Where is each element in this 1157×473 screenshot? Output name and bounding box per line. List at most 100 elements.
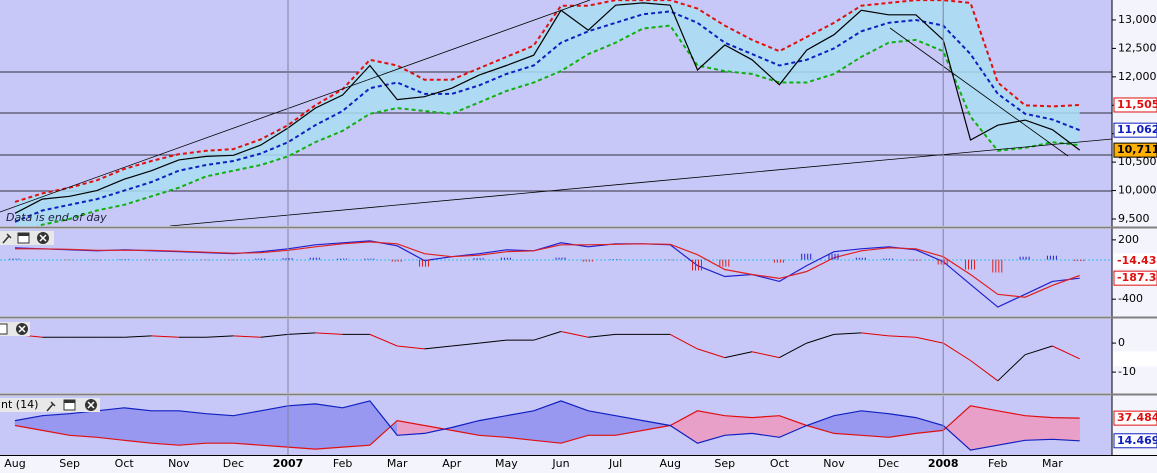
line-segment xyxy=(124,335,152,338)
x-tick-label: Aug xyxy=(659,457,680,470)
wrench-icon[interactable] xyxy=(2,233,12,244)
x-tick-label: May xyxy=(495,457,518,470)
fill-between xyxy=(233,410,261,446)
value-label-box xyxy=(1113,97,1157,113)
line-segment xyxy=(369,333,398,347)
y-tick-label: 0 xyxy=(1118,336,1125,349)
line-segment xyxy=(451,342,480,347)
value-label: -187.31 xyxy=(1117,271,1157,284)
close-x xyxy=(87,401,95,409)
annotation: Data is end of day xyxy=(6,211,107,224)
line-segment xyxy=(970,360,999,382)
y-tick-label: 9,500 xyxy=(1118,212,1150,225)
line-segment xyxy=(806,333,835,344)
trendline xyxy=(169,138,1112,226)
fill-between xyxy=(861,410,889,438)
close-x xyxy=(39,234,47,242)
line-series xyxy=(14,2,1081,214)
value-label-box xyxy=(1113,122,1157,138)
line-series xyxy=(14,10,1081,223)
trendlines xyxy=(0,0,1112,226)
x-tick-label: Nov xyxy=(168,457,190,470)
y-tick-label: 200 xyxy=(1118,233,1139,246)
line-segment xyxy=(669,333,698,350)
y-tick-label: 10,000 xyxy=(1118,184,1157,197)
y-tick-label: 12,000 xyxy=(1118,70,1157,83)
value-label: -5.4191 xyxy=(1117,352,1157,365)
toolbar: nt (14) xyxy=(0,231,100,412)
y-tick-label: 12,500 xyxy=(1118,41,1157,54)
line-series xyxy=(15,241,1080,298)
value-label-box xyxy=(1113,351,1157,367)
line-segment xyxy=(533,331,562,341)
line-segment xyxy=(315,332,343,335)
macd-plot xyxy=(0,240,1112,308)
wrench-icon[interactable] xyxy=(46,401,56,412)
y-tick-label: 13,000 xyxy=(1118,13,1157,26)
x-tick-label: 2008 xyxy=(928,457,959,470)
fill-between xyxy=(69,410,98,438)
line-segment xyxy=(697,348,725,359)
y-tick-label: 10,500 xyxy=(1118,155,1157,168)
x-tick-label: Jun xyxy=(551,457,569,470)
line-segment xyxy=(724,351,753,359)
x-tick-label: Jul xyxy=(608,457,622,470)
line-segment xyxy=(233,335,261,338)
value-label-box xyxy=(1113,270,1157,286)
indicator-title: nt (14) xyxy=(1,398,38,411)
line-segment xyxy=(588,333,616,338)
value-label: 11,062 xyxy=(1117,123,1157,136)
line-series xyxy=(36,24,1080,226)
fill-between xyxy=(724,415,753,436)
x-tick-label: Feb xyxy=(988,457,1007,470)
value-label: -14.434 xyxy=(1117,254,1157,267)
x-tick-label: Mar xyxy=(1042,457,1063,470)
x-tick-label: Dec xyxy=(223,457,244,470)
line-segment xyxy=(287,332,316,335)
pane-momentum xyxy=(0,319,1112,393)
line-segment xyxy=(833,332,862,335)
fill-between xyxy=(123,407,152,444)
fill-between xyxy=(315,403,343,450)
pane-macd xyxy=(0,229,1112,316)
fill-between xyxy=(997,410,1026,446)
line-segment xyxy=(206,335,234,338)
window-icon-bar xyxy=(64,400,75,403)
line-series xyxy=(14,405,1080,450)
price-plot xyxy=(0,0,1112,226)
trendline xyxy=(889,27,1069,157)
line-segment xyxy=(151,335,179,338)
y-tick-label: -10 xyxy=(1118,365,1136,378)
line-series xyxy=(14,0,1080,203)
fill-between xyxy=(205,413,234,444)
line-segment xyxy=(861,332,889,337)
fill-between xyxy=(151,410,180,446)
x-tick-label: Sep xyxy=(59,457,80,470)
line-segment xyxy=(751,351,780,359)
fill-between xyxy=(178,410,207,446)
line-segment xyxy=(560,330,589,338)
value-label-box xyxy=(1113,410,1157,426)
line-segment xyxy=(397,345,425,350)
line-segment xyxy=(942,342,971,361)
line-segment xyxy=(479,339,507,344)
line-segment xyxy=(888,335,916,338)
fill-between xyxy=(260,405,289,448)
x-tick-label: Nov xyxy=(823,457,845,470)
window-icon-bar xyxy=(18,233,29,236)
fill-between xyxy=(970,405,999,451)
x-tick-label: Dec xyxy=(878,457,899,470)
window-icon[interactable] xyxy=(0,323,8,335)
close-x xyxy=(18,325,26,333)
fill-between xyxy=(1024,415,1053,441)
fill-between xyxy=(1052,417,1080,442)
value-label-box xyxy=(1113,433,1157,449)
axis xyxy=(0,0,1157,456)
y-tick-label: -400 xyxy=(1118,292,1143,305)
x-tick-label: Oct xyxy=(115,457,135,470)
value-label-box xyxy=(1113,142,1157,158)
value-label: 14.469 xyxy=(1117,434,1157,447)
x-tick-label: Aug xyxy=(4,457,25,470)
x-tick-label: Sep xyxy=(714,457,735,470)
